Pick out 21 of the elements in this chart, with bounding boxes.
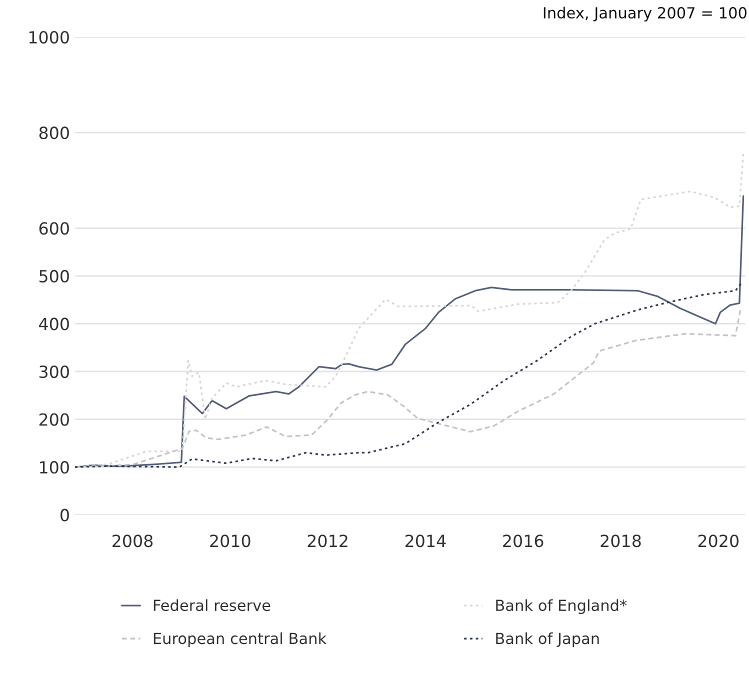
y-tick-label: 800 — [39, 126, 69, 140]
y-tick-label: 0 — [60, 508, 69, 522]
y-tick-label: 400 — [39, 318, 69, 330]
x-tick-label: 2020 — [698, 534, 738, 548]
y-tick-label: 500 — [40, 270, 69, 282]
x-tick-label: 2008 — [112, 534, 153, 548]
legend-label: Bank of England* — [496, 599, 627, 614]
y-tick-label: 600 — [39, 222, 69, 235]
x-tick-label: 2012 — [308, 534, 348, 548]
y-tick-label: 1000 — [29, 30, 69, 44]
legend-label: European central Bank — [154, 632, 327, 648]
x-tick-label: 2018 — [600, 534, 641, 548]
x-tick-label: 2010 — [210, 534, 250, 548]
x-tick-label: 2014 — [405, 534, 446, 548]
y-tick-label: 100 — [40, 461, 69, 474]
legend-label: Federal reserve — [154, 599, 270, 612]
text: Index, January 2007 = 100 — [544, 6, 746, 22]
x-tick-label: 2016 — [503, 534, 544, 548]
y-tick-label: 200 — [39, 413, 69, 426]
y-tick-label: 300 — [39, 365, 69, 378]
legend-label: Bank of Japan — [496, 632, 599, 648]
